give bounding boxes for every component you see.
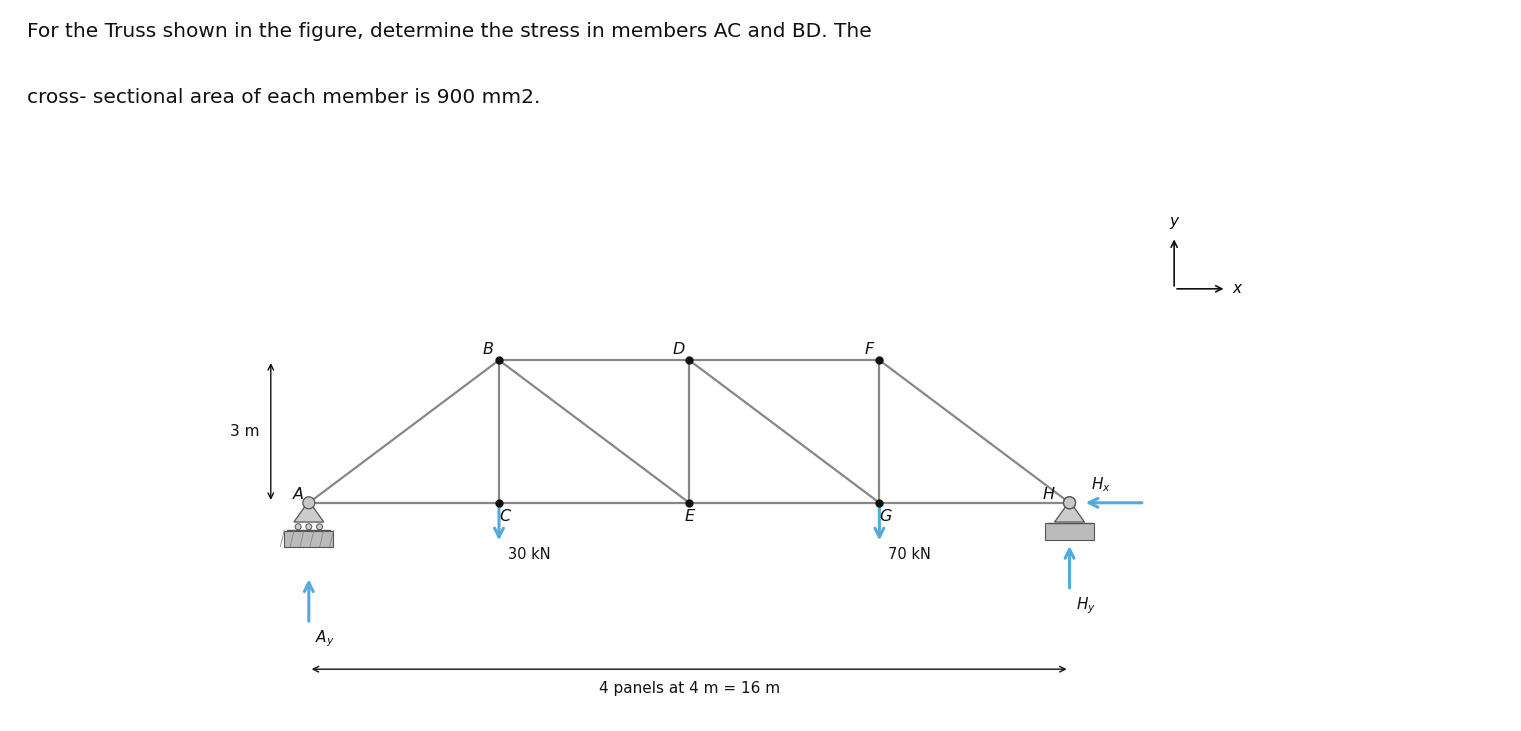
Circle shape <box>295 523 301 530</box>
Text: 30 kN: 30 kN <box>508 547 551 562</box>
Text: G: G <box>879 509 891 523</box>
Circle shape <box>316 523 322 530</box>
Text: H: H <box>1042 487 1054 501</box>
Text: A: A <box>294 487 304 501</box>
Circle shape <box>303 497 315 509</box>
Text: 70 kN: 70 kN <box>888 547 931 562</box>
Text: x: x <box>1232 281 1241 296</box>
Polygon shape <box>294 501 324 522</box>
Text: F: F <box>864 342 873 357</box>
Bar <box>1045 523 1094 540</box>
Circle shape <box>1063 497 1075 509</box>
Text: B: B <box>484 342 494 357</box>
Text: For the Truss shown in the figure, determine the stress in members AC and BD. Th: For the Truss shown in the figure, deter… <box>27 22 872 41</box>
Text: 4 panels at 4 m = 16 m: 4 panels at 4 m = 16 m <box>599 681 780 696</box>
Text: $H_x$: $H_x$ <box>1091 476 1110 494</box>
Text: cross- sectional area of each member is 900 mm2.: cross- sectional area of each member is … <box>27 88 541 107</box>
Polygon shape <box>1054 501 1084 522</box>
Circle shape <box>1063 497 1075 509</box>
Text: $H_y$: $H_y$ <box>1075 596 1095 616</box>
Text: y: y <box>1170 214 1179 230</box>
Bar <box>284 531 333 547</box>
Text: D: D <box>672 342 684 357</box>
Text: $A_y$: $A_y$ <box>315 629 335 649</box>
Circle shape <box>306 523 312 530</box>
Text: 3 m: 3 m <box>230 424 260 439</box>
Text: C: C <box>499 509 510 523</box>
Text: E: E <box>684 509 694 523</box>
